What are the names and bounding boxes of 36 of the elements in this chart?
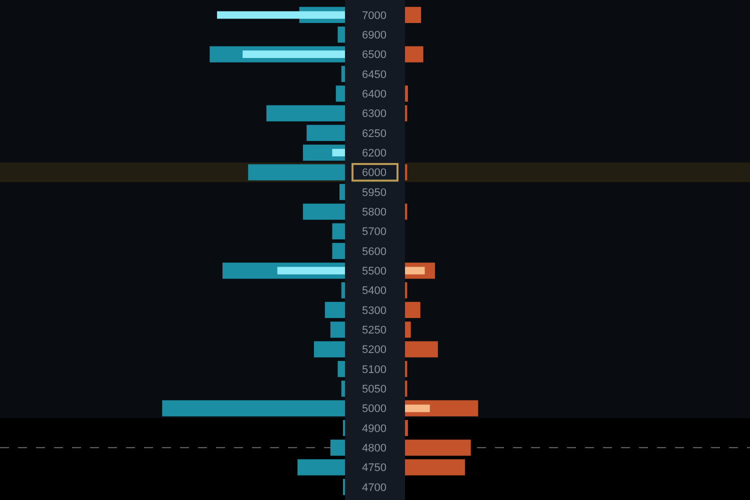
- y-tick-label: 6400: [362, 88, 386, 100]
- bar: [405, 266, 425, 274]
- bar: [405, 459, 465, 476]
- y-tick-label: 6900: [362, 29, 386, 42]
- y-tick-label: 4800: [362, 442, 386, 455]
- y-tick-label: 5250: [362, 324, 386, 337]
- y-tick-label: 6200: [362, 147, 386, 160]
- bar: [405, 322, 411, 338]
- y-tick-label: 5950: [362, 186, 386, 199]
- y-tick-label: 6000: [362, 167, 386, 180]
- y-tick-label: 5500: [362, 266, 386, 278]
- bar: [405, 6, 422, 24]
- y-tick-label: 6300: [362, 108, 386, 120]
- y-tick-label: 4750: [362, 462, 386, 474]
- y-tick-label: 4700: [362, 482, 386, 494]
- y-tick-label: 6450: [362, 68, 386, 81]
- y-tick-label: 5000: [362, 403, 386, 416]
- y-tick-label: 5700: [362, 226, 386, 238]
- y-tick-label: 5600: [362, 246, 386, 258]
- y-tick-label: 4900: [362, 422, 386, 435]
- bar: [405, 440, 471, 456]
- bar: [405, 46, 424, 62]
- y-tick-label: 5800: [362, 206, 386, 218]
- y-tick-label: 5400: [362, 285, 386, 298]
- y-tick-label: 5100: [362, 364, 386, 376]
- y-tick-label: 7000: [362, 10, 386, 22]
- y-tick-label: 5200: [362, 344, 386, 356]
- bar: [405, 341, 438, 358]
- bar: [405, 302, 420, 318]
- bar: [405, 420, 408, 436]
- y-tick-label: 6250: [362, 128, 386, 140]
- y-tick-label: 5050: [362, 384, 386, 396]
- bar: [405, 86, 408, 102]
- bar: [405, 404, 430, 412]
- y-tick-label: 6500: [362, 49, 386, 62]
- y-tick-label: 5300: [362, 304, 386, 317]
